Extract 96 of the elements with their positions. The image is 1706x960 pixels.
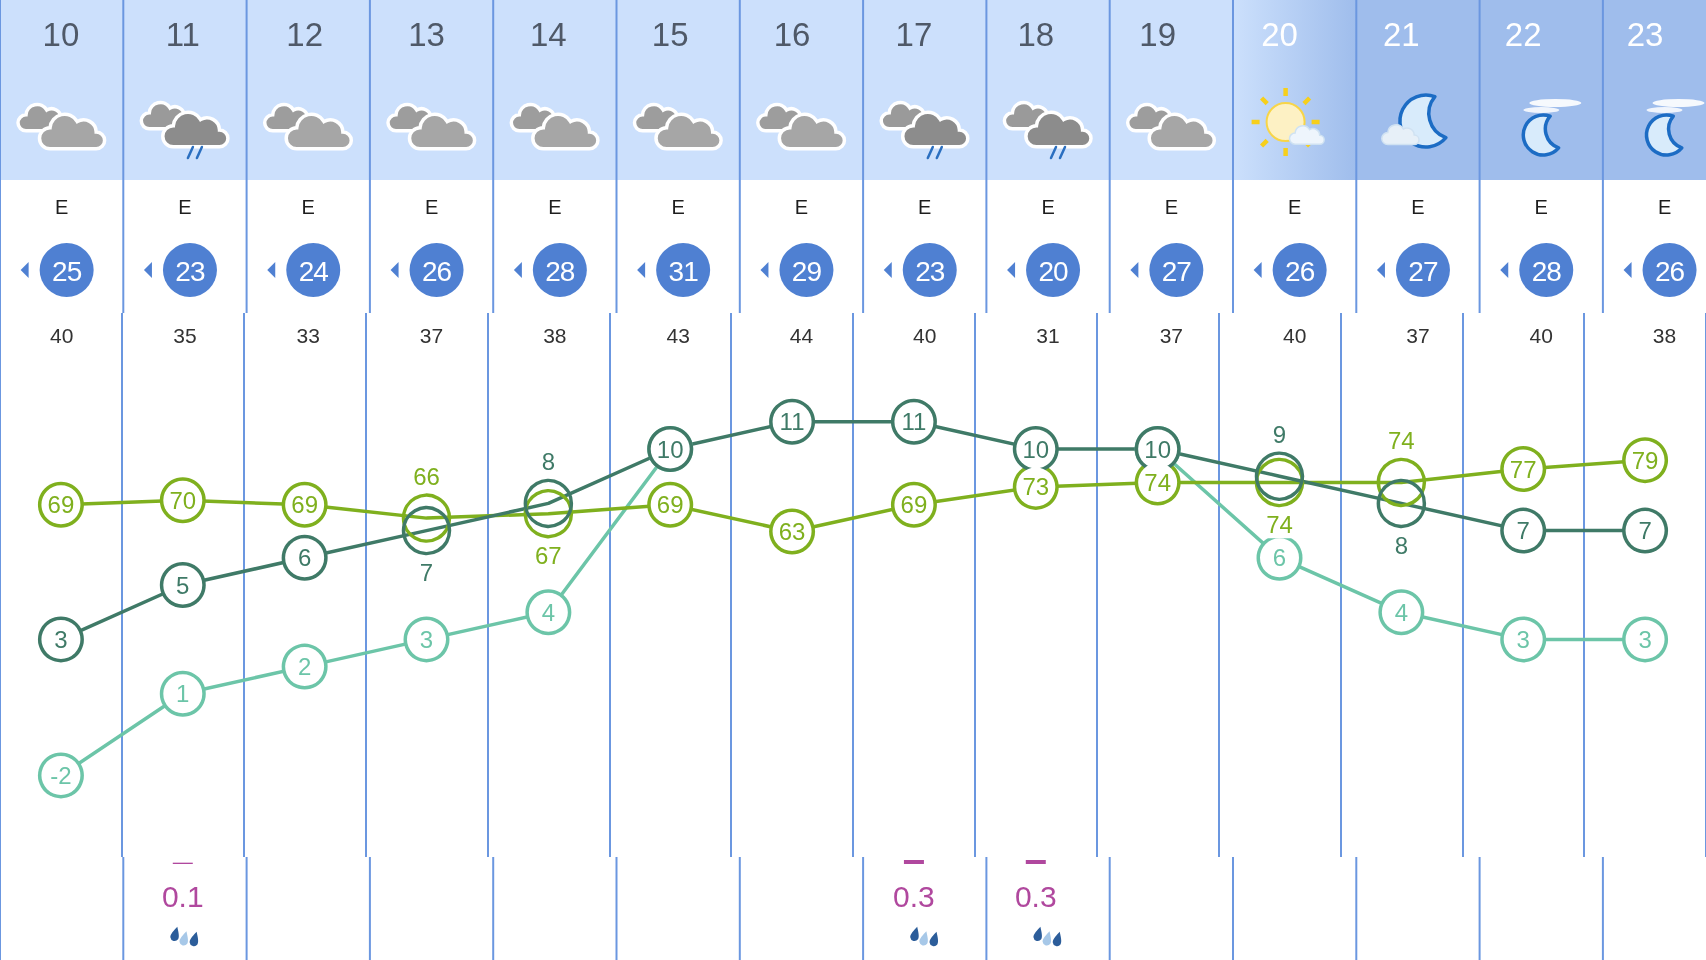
annotation: 38 xyxy=(1652,323,1677,347)
annotation: 38 xyxy=(543,323,567,347)
annotation: 40 xyxy=(49,323,74,347)
data-label: 69 xyxy=(47,491,75,519)
x-tick-label: 22 xyxy=(1504,16,1542,53)
data-label: 11 xyxy=(901,408,927,436)
data-label: 63 xyxy=(778,517,806,545)
text: 20 xyxy=(1038,255,1069,287)
x-tick-label: 16 xyxy=(773,16,811,53)
annotation: 37 xyxy=(419,323,444,347)
data-label: 2 xyxy=(297,653,312,681)
text: E xyxy=(301,196,315,218)
x-tick-label: 14 xyxy=(530,16,567,53)
data-label: 10 xyxy=(1144,435,1171,463)
text: E xyxy=(918,196,932,218)
annotation: 33 xyxy=(296,323,320,347)
data-label: 10 xyxy=(1022,435,1050,463)
text: E xyxy=(1411,196,1425,218)
x-tick-label: 13 xyxy=(408,16,445,53)
data-label: 69 xyxy=(656,491,684,519)
data-label: 0.1 xyxy=(161,879,204,913)
data-label: 79 xyxy=(1631,446,1659,474)
x-tick-label: 10 xyxy=(42,16,80,53)
data-label: 77 xyxy=(1509,455,1537,483)
text: 23 xyxy=(175,255,205,287)
data-label: 67 xyxy=(535,541,562,569)
x-tick-label: 15 xyxy=(651,16,689,53)
text: 28 xyxy=(545,255,575,287)
text: 29 xyxy=(791,255,822,287)
text: E xyxy=(548,196,562,218)
annotation: 43 xyxy=(666,323,690,347)
data-label: 7 xyxy=(1516,517,1530,545)
text: 27 xyxy=(1161,255,1192,287)
text: E xyxy=(1287,196,1302,218)
annotation: 40 xyxy=(1529,323,1553,347)
data-label: 0.3 xyxy=(1014,879,1057,913)
text: 24 xyxy=(298,255,329,287)
x-tick-label: 12 xyxy=(286,16,323,53)
data-label: 69 xyxy=(900,491,928,519)
x-tick-label: 21 xyxy=(1383,16,1420,53)
data-label: 74 xyxy=(1144,468,1171,496)
x-tick-label: 23 xyxy=(1626,16,1664,53)
data-label: 6 xyxy=(1272,544,1287,572)
text: E xyxy=(1534,196,1548,218)
data-label: 3 xyxy=(419,625,434,653)
data-label: 74 xyxy=(1388,427,1415,455)
text: E xyxy=(1657,196,1672,218)
text: E xyxy=(1164,196,1179,218)
data-label: 74 xyxy=(1266,510,1293,538)
data-label: 5 xyxy=(176,571,190,599)
data-label: 9 xyxy=(1272,420,1287,448)
annotation: 44 xyxy=(789,323,814,347)
text: E xyxy=(1041,196,1055,218)
text: 26 xyxy=(1654,255,1685,287)
data-label: 66 xyxy=(413,462,440,490)
data-label: 4 xyxy=(1394,598,1409,626)
annotation: 40 xyxy=(913,323,937,347)
data-label: 3 xyxy=(1638,625,1652,653)
x-tick-label: 19 xyxy=(1139,16,1176,53)
data-label: 10 xyxy=(656,435,684,463)
x-tick-label: 11 xyxy=(165,16,200,53)
data-label: -2 xyxy=(50,761,72,789)
text: E xyxy=(54,196,69,218)
x-tick-label: 18 xyxy=(1017,16,1055,53)
data-label: 6 xyxy=(297,544,312,572)
data-label: 0.3 xyxy=(893,879,935,913)
text: 26 xyxy=(421,255,452,287)
text: 31 xyxy=(668,255,699,287)
data-label: 69 xyxy=(291,491,318,519)
data-label: 11 xyxy=(779,408,805,436)
annotation: 31 xyxy=(1036,323,1060,347)
annotation: 40 xyxy=(1282,323,1307,347)
x-tick-label: 17 xyxy=(895,16,933,53)
text: 26 xyxy=(1285,255,1315,287)
text: 28 xyxy=(1531,255,1562,287)
text: E xyxy=(794,196,809,218)
annotation: 35 xyxy=(173,323,197,347)
text: 25 xyxy=(52,255,82,287)
text: E xyxy=(671,196,685,218)
annotation: 37 xyxy=(1159,323,1184,347)
data-label: 7 xyxy=(419,558,434,586)
data-label: 8 xyxy=(1394,531,1409,559)
data-label: 3 xyxy=(54,625,68,653)
text: E xyxy=(424,196,439,218)
data-label: 4 xyxy=(541,598,556,626)
data-label: 1 xyxy=(176,680,190,708)
data-label: 3 xyxy=(1516,625,1530,653)
x-tick-label: 20 xyxy=(1261,16,1298,53)
data-label: 8 xyxy=(541,448,556,476)
annotation: 37 xyxy=(1406,323,1430,347)
data-label: 73 xyxy=(1022,473,1050,501)
text: E xyxy=(178,196,192,218)
data-label: 7 xyxy=(1638,517,1652,545)
data-label: 70 xyxy=(169,486,197,514)
text: 23 xyxy=(915,255,945,287)
text: 27 xyxy=(1408,255,1438,287)
